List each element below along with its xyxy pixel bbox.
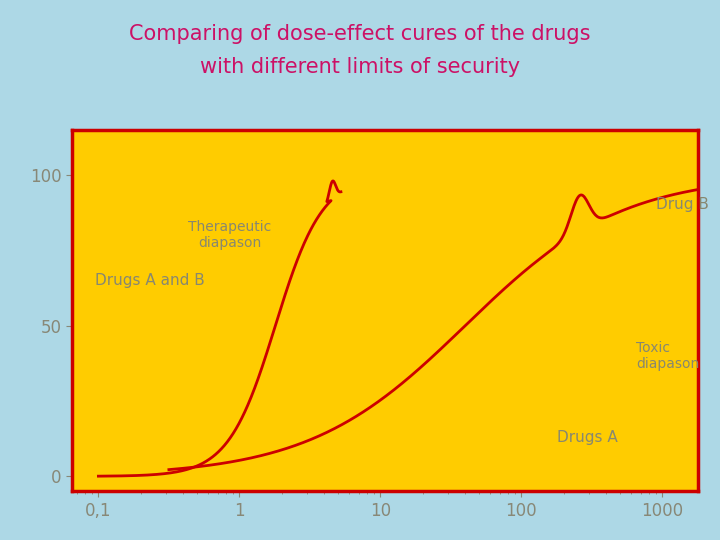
Text: Drug B: Drug B (656, 198, 708, 212)
Text: with different limits of security: with different limits of security (200, 57, 520, 77)
Text: Toxic
diapason: Toxic diapason (636, 341, 699, 371)
Text: Drugs A and B: Drugs A and B (95, 273, 205, 288)
Text: Therapeutic
diapason: Therapeutic diapason (188, 220, 271, 250)
Text: Comparing of dose-effect cures of the drugs: Comparing of dose-effect cures of the dr… (130, 24, 590, 44)
Text: Drugs A: Drugs A (557, 430, 618, 444)
